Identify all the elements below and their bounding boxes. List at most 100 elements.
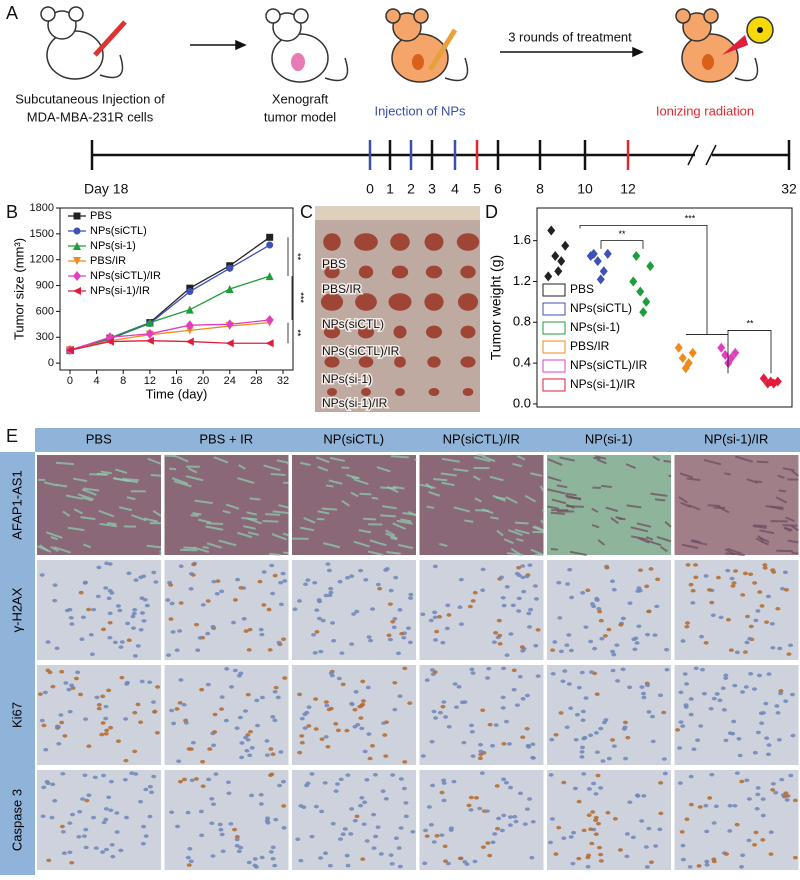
cell [198, 636, 203, 640]
cell [717, 699, 722, 703]
cell [560, 679, 565, 683]
cell [199, 834, 204, 838]
cell [430, 784, 435, 788]
cell [421, 754, 426, 758]
cell [533, 584, 538, 588]
cell [232, 828, 237, 832]
cell [580, 591, 585, 595]
legend-swatch [543, 379, 565, 391]
tumor [392, 266, 408, 279]
cell [399, 632, 404, 636]
cell [104, 848, 109, 852]
cell [557, 616, 562, 620]
tissue-fiber [415, 459, 416, 461]
cell [680, 724, 685, 728]
cell [242, 617, 247, 621]
tissue-fiber [427, 507, 434, 508]
cell [372, 846, 377, 850]
cell [525, 727, 530, 731]
cell [654, 605, 659, 609]
cell [86, 744, 91, 748]
tissue-fiber [551, 549, 558, 550]
cell [552, 640, 557, 644]
tumor [389, 293, 412, 311]
cell [759, 712, 764, 716]
cell [520, 735, 525, 739]
cell [330, 621, 335, 625]
timeline [92, 145, 789, 165]
cell [470, 730, 475, 734]
cell [471, 671, 476, 675]
x-tick-label: 8 [120, 375, 126, 387]
cell [209, 797, 214, 801]
cell [755, 609, 760, 613]
cell [91, 816, 96, 820]
cell [201, 603, 206, 607]
cell [569, 649, 574, 653]
cell [661, 711, 666, 715]
histology-image [37, 560, 161, 660]
cell [693, 563, 698, 567]
histology-image [165, 665, 289, 765]
cell [107, 636, 112, 640]
y-tick-label: 300 [36, 331, 54, 343]
tissue-fiber [326, 485, 333, 486]
cell [338, 580, 343, 584]
cell [740, 853, 745, 857]
y-tick-label: 900 [36, 279, 54, 291]
cell [635, 641, 640, 645]
cell [392, 681, 397, 685]
cell [658, 812, 663, 816]
panel-label: C [300, 202, 313, 222]
cell [646, 827, 651, 831]
cell [41, 814, 46, 818]
cell [553, 852, 558, 856]
tissue [547, 770, 671, 870]
cell [501, 596, 506, 600]
cell [598, 786, 603, 790]
cell [125, 622, 130, 626]
cell [212, 730, 217, 734]
tissue [675, 560, 799, 660]
cell [434, 630, 439, 634]
cell [94, 846, 99, 850]
cell [259, 628, 264, 632]
tissue-fiber [203, 547, 209, 548]
cell [744, 685, 749, 689]
cell [683, 672, 688, 676]
cell [586, 865, 591, 869]
cell [747, 637, 752, 641]
tissue-fiber [791, 553, 798, 554]
cell [56, 742, 61, 746]
cell [508, 815, 513, 819]
cell [498, 642, 503, 646]
timeline-tick-label: 0 [366, 181, 374, 197]
cell [684, 682, 689, 686]
cell [109, 780, 114, 784]
legend-label: PBS/IR [90, 255, 126, 267]
cell [331, 639, 336, 643]
cell [485, 809, 490, 813]
tissue-fiber [593, 458, 600, 459]
cell [492, 832, 497, 836]
cell [305, 578, 310, 582]
sample-label: NPs(siCTL) [322, 317, 384, 331]
cell [40, 719, 45, 723]
cell [711, 613, 716, 617]
tumor [460, 356, 475, 367]
mouse [386, 9, 468, 82]
cell [355, 723, 360, 727]
cell [603, 634, 608, 638]
cell [610, 650, 615, 654]
cell [392, 626, 397, 630]
marker [266, 242, 273, 249]
tissue-fiber [206, 523, 223, 524]
cell [50, 685, 55, 689]
cell [550, 648, 555, 652]
cell [495, 827, 500, 831]
cell [526, 612, 531, 616]
cell [398, 694, 403, 698]
cell [478, 757, 483, 761]
cell [339, 651, 344, 655]
cell [783, 791, 788, 795]
